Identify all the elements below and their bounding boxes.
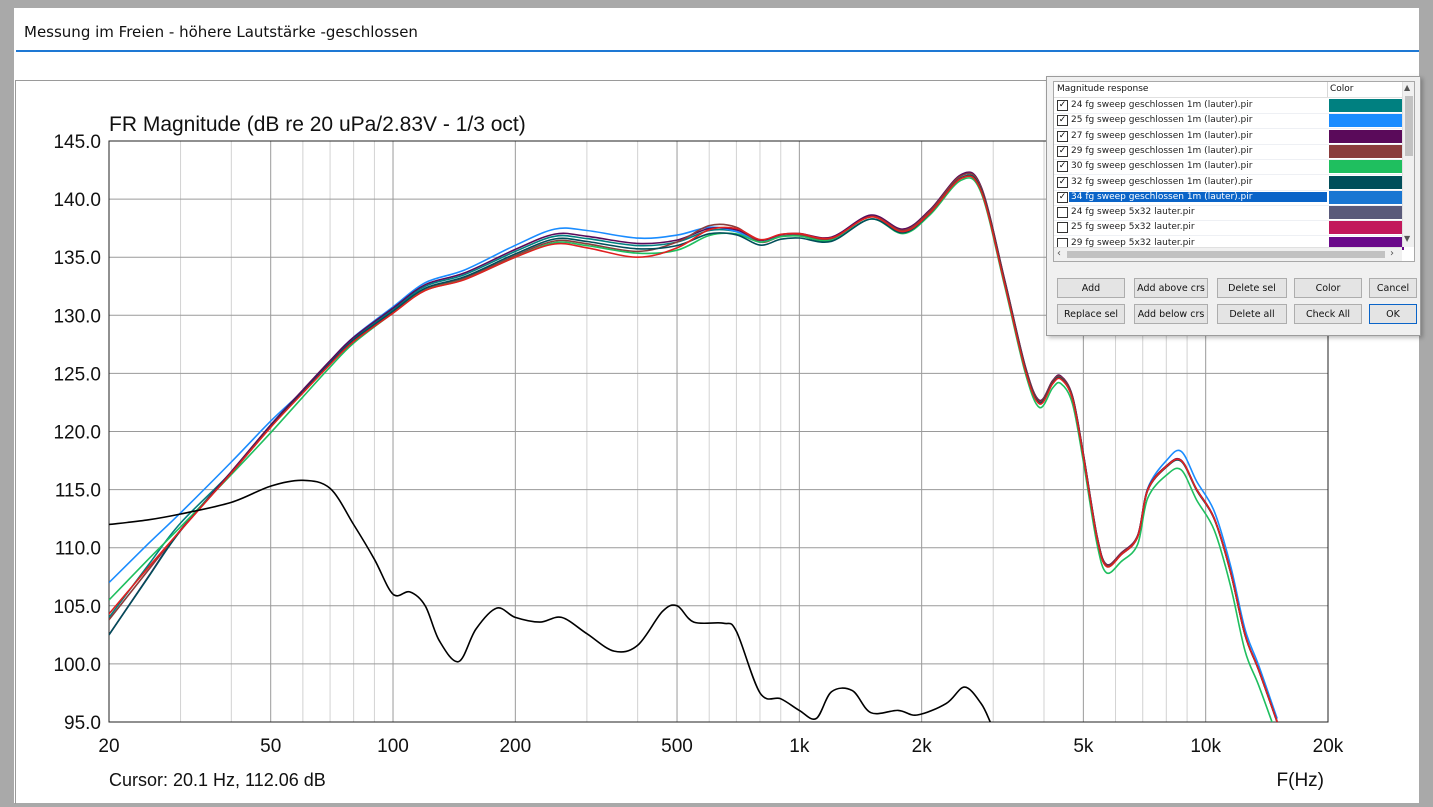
visibility-checkbox[interactable]: ✓ xyxy=(1057,145,1068,157)
color-swatch[interactable] xyxy=(1329,221,1404,235)
response-list-item[interactable]: ✓ 24 fg sweep geschlossen 1m (lauter).pir xyxy=(1054,98,1404,114)
response-name: 24 fg sweep 5x32 lauter.pir xyxy=(1071,207,1195,218)
visibility-checkbox[interactable]: ✓ xyxy=(1057,191,1068,203)
visibility-checkbox[interactable]: ✓ xyxy=(1057,130,1068,142)
series-line xyxy=(109,175,1278,722)
scroll-thumb[interactable] xyxy=(1405,96,1413,156)
y-tick-label: 110.0 xyxy=(55,539,101,560)
x-tick-label: 1k xyxy=(789,736,810,757)
response-list-item[interactable]: ✓ 30 fg sweep geschlossen 1m (lauter).pir xyxy=(1054,159,1404,176)
color-button[interactable]: Color xyxy=(1294,278,1362,298)
delete-selected-button[interactable]: Delete sel xyxy=(1217,278,1287,298)
series-line xyxy=(109,479,992,722)
cancel-button[interactable]: Cancel xyxy=(1369,278,1417,298)
response-list-item[interactable]: 24 fg sweep 5x32 lauter.pir xyxy=(1054,205,1404,222)
visibility-checkbox[interactable] xyxy=(1057,207,1068,219)
add-below-cursor-button[interactable]: Add below crs xyxy=(1134,304,1208,324)
response-list-item[interactable]: ✓ 29 fg sweep geschlossen 1m (lauter).pir xyxy=(1054,144,1404,160)
y-tick-label: 95.0 xyxy=(64,713,101,734)
y-tick-label: 140.0 xyxy=(53,190,101,211)
x-tick-label: 5k xyxy=(1073,736,1094,757)
response-list-item[interactable]: ✓ 34 fg sweep geschlossen 1m (lauter).pir xyxy=(1054,190,1404,206)
color-swatch[interactable] xyxy=(1329,129,1404,143)
visibility-checkbox[interactable]: ✓ xyxy=(1057,176,1068,188)
horizontal-scrollbar[interactable]: ‹ › xyxy=(1054,247,1402,261)
replace-selected-button[interactable]: Replace sel xyxy=(1057,304,1125,324)
visibility-checkbox[interactable] xyxy=(1057,222,1068,234)
scroll-down-icon[interactable]: ▼ xyxy=(1404,234,1411,243)
response-name: 32 fg sweep geschlossen 1m (lauter).pir xyxy=(1071,176,1253,187)
list-header: Magnitude response Color xyxy=(1054,82,1414,98)
visibility-checkbox[interactable]: ✓ xyxy=(1057,161,1068,173)
y-tick-label: 130.0 xyxy=(53,306,101,327)
column-header-name[interactable]: Magnitude response xyxy=(1057,84,1149,94)
color-swatch[interactable] xyxy=(1329,236,1404,250)
visibility-checkbox[interactable]: ✓ xyxy=(1057,115,1068,127)
visibility-checkbox[interactable]: ✓ xyxy=(1057,100,1068,111)
y-tick-label: 100.0 xyxy=(53,655,101,676)
cursor-readout: Cursor: 20.1 Hz, 112.06 dB xyxy=(109,770,326,790)
response-name: 24 fg sweep geschlossen 1m (lauter).pir xyxy=(1071,100,1253,110)
response-name: 25 fg sweep 5x32 lauter.pir xyxy=(1071,222,1195,233)
plot-border xyxy=(108,140,1329,723)
response-name: 27 fg sweep geschlossen 1m (lauter).pir xyxy=(1071,130,1253,141)
vertical-scrollbar[interactable]: ▲ ▼ xyxy=(1402,82,1414,247)
response-list-item[interactable]: ✓ 25 fg sweep geschlossen 1m (lauter).pir xyxy=(1054,113,1404,130)
response-list-item[interactable]: ✓ 27 fg sweep geschlossen 1m (lauter).pir xyxy=(1054,129,1404,145)
x-tick-label: 2k xyxy=(912,736,933,757)
check-all-button[interactable]: Check All xyxy=(1294,304,1362,324)
add-button[interactable]: Add xyxy=(1057,278,1125,298)
color-swatch[interactable] xyxy=(1329,114,1404,128)
color-swatch[interactable] xyxy=(1329,175,1404,189)
color-swatch[interactable] xyxy=(1329,160,1404,174)
delete-all-button[interactable]: Delete all xyxy=(1217,304,1287,324)
scroll-up-icon[interactable]: ▲ xyxy=(1404,83,1411,92)
window-title: Messung im Freien - höhere Lautstärke -g… xyxy=(24,23,418,41)
x-tick-label: 100 xyxy=(377,736,409,757)
hscroll-thumb[interactable] xyxy=(1067,251,1385,258)
x-tick-label: 200 xyxy=(499,736,531,757)
response-list-item[interactable]: ✓ 32 fg sweep geschlossen 1m (lauter).pir xyxy=(1054,175,1404,191)
color-swatch[interactable] xyxy=(1329,206,1404,220)
y-tick-label: 125.0 xyxy=(53,364,101,385)
y-tick-label: 120.0 xyxy=(53,423,101,444)
x-tick-label: 10k xyxy=(1190,736,1221,757)
column-separator[interactable] xyxy=(1327,82,1328,97)
chart-title: FR Magnitude (dB re 20 uPa/2.83V - 1/3 o… xyxy=(109,113,526,136)
x-tick-label: 20k xyxy=(1313,736,1344,757)
x-tick-label: 20 xyxy=(98,736,119,757)
title-divider xyxy=(16,50,1419,52)
x-axis-label: F(Hz) xyxy=(1277,770,1324,791)
scroll-left-icon[interactable]: ‹ xyxy=(1057,248,1061,259)
color-swatch[interactable] xyxy=(1329,144,1404,158)
y-tick-label: 135.0 xyxy=(53,248,101,269)
response-list-item[interactable]: 25 fg sweep 5x32 lauter.pir xyxy=(1054,220,1404,237)
color-swatch[interactable] xyxy=(1329,190,1404,204)
response-name: 25 fg sweep geschlossen 1m (lauter).pir xyxy=(1071,115,1253,126)
y-tick-label: 145.0 xyxy=(53,132,101,153)
response-name: 29 fg sweep geschlossen 1m (lauter).pir xyxy=(1071,145,1253,156)
response-name: 30 fg sweep geschlossen 1m (lauter).pir xyxy=(1071,161,1253,172)
add-above-cursor-button[interactable]: Add above crs xyxy=(1134,278,1208,298)
y-tick-label: 115.0 xyxy=(55,481,101,502)
response-list[interactable]: Magnitude response Color ✓ 24 fg sweep ge… xyxy=(1053,81,1415,262)
response-name: 29 fg sweep 5x32 lauter.pir xyxy=(1071,237,1195,248)
color-swatch[interactable] xyxy=(1329,99,1404,112)
magnitude-response-dialog: Magnitude response Color ✓ 24 fg sweep ge… xyxy=(1046,76,1421,336)
y-tick-label: 105.0 xyxy=(53,597,101,618)
ok-button[interactable]: OK xyxy=(1369,304,1417,324)
scroll-right-icon[interactable]: › xyxy=(1390,248,1394,259)
x-tick-label: 50 xyxy=(260,736,281,757)
column-header-color[interactable]: Color xyxy=(1330,84,1354,94)
x-tick-label: 500 xyxy=(661,736,693,757)
response-name: 34 fg sweep geschlossen 1m (lauter).pir xyxy=(1069,191,1327,202)
